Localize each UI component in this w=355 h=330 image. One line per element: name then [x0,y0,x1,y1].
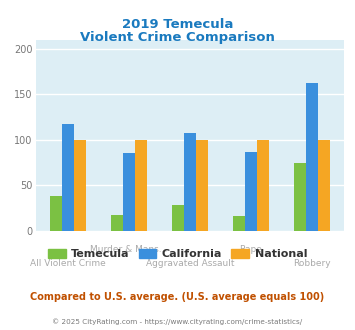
Bar [196,140,208,231]
Text: Violent Crime Comparison: Violent Crime Comparison [80,31,275,44]
Bar [257,140,269,231]
Bar [233,216,245,231]
Bar [306,83,318,231]
Bar [62,124,74,231]
Bar [74,140,86,231]
Bar [245,152,257,231]
Bar [123,152,135,231]
Text: Rape: Rape [240,245,262,254]
Bar [184,133,196,231]
Bar [110,214,123,231]
Bar [171,205,184,231]
Text: 2019 Temecula: 2019 Temecula [122,18,233,31]
Bar [318,140,330,231]
Legend: Temecula, California, National: Temecula, California, National [43,244,312,263]
Text: Aggravated Assault: Aggravated Assault [146,259,234,268]
Text: All Violent Crime: All Violent Crime [30,259,106,268]
Text: Robbery: Robbery [293,259,331,268]
Text: © 2025 CityRating.com - https://www.cityrating.com/crime-statistics/: © 2025 CityRating.com - https://www.city… [53,318,302,325]
Bar [294,163,306,231]
Text: Compared to U.S. average. (U.S. average equals 100): Compared to U.S. average. (U.S. average … [31,292,324,302]
Bar [135,140,147,231]
Bar [50,196,62,231]
Text: Murder & Mans...: Murder & Mans... [90,245,168,254]
